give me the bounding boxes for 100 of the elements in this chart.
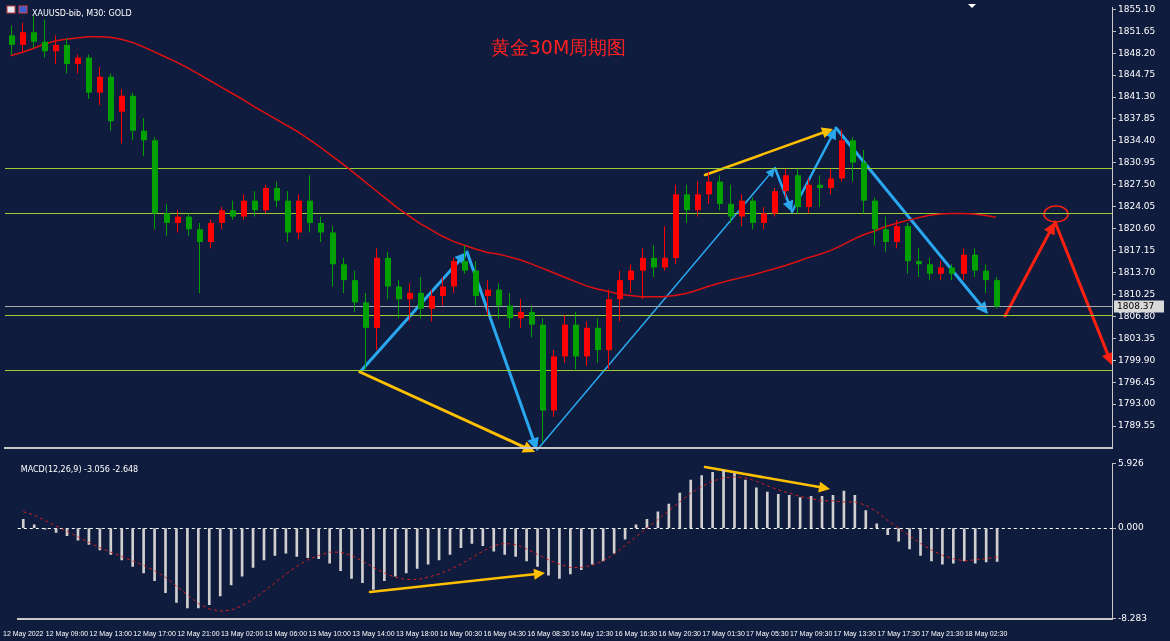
y-tick-label: 0.000	[1118, 522, 1145, 533]
bar	[492, 528, 496, 552]
candlestick	[640, 247, 646, 300]
bar	[733, 473, 736, 528]
bar	[536, 528, 539, 567]
ref-line-label: 1808.37	[1117, 300, 1155, 311]
candlestick	[706, 171, 712, 205]
y-tick-label: 1820.60	[1118, 223, 1156, 233]
candlestick	[274, 181, 280, 208]
bar	[744, 479, 747, 528]
candlestick	[341, 257, 347, 294]
y-tick-label: 1799.90	[1118, 354, 1156, 365]
candlestick	[97, 66, 103, 106]
candlestick	[651, 244, 657, 278]
y-tick-label: 1789.55	[1118, 420, 1156, 431]
candlestick	[972, 247, 978, 278]
bar	[875, 523, 879, 528]
candlestick	[518, 298, 524, 329]
bar	[590, 528, 594, 565]
bar	[207, 528, 211, 605]
candlestick	[938, 260, 944, 281]
candlestick	[529, 305, 535, 338]
y-tick-label: 1824.05	[1118, 201, 1156, 212]
candlestick	[53, 34, 59, 65]
bar	[689, 479, 693, 528]
bar	[415, 528, 419, 569]
bar	[711, 472, 714, 528]
candlestick	[307, 174, 313, 233]
candlestick	[496, 282, 502, 319]
bar	[908, 528, 911, 550]
candlestick	[396, 279, 402, 319]
candlestick	[208, 219, 214, 249]
bar	[186, 528, 189, 609]
candlestick	[164, 203, 170, 237]
candlestick	[141, 117, 147, 157]
bar	[404, 528, 408, 574]
y-tick-label: 1834.40	[1118, 135, 1156, 146]
candlestick	[883, 216, 889, 253]
y-tick-label: 1813.70	[1118, 266, 1156, 277]
bar	[164, 528, 167, 593]
candlestick	[595, 317, 601, 364]
candlestick	[662, 225, 668, 272]
candlestick	[241, 193, 247, 221]
candlestick	[806, 177, 812, 214]
candlestick	[983, 263, 989, 294]
candlestick	[761, 206, 767, 230]
bar	[393, 528, 397, 577]
y-tick-label: 5.926	[1118, 457, 1145, 468]
bar	[350, 528, 353, 579]
bar	[776, 493, 780, 528]
candlestick	[894, 219, 900, 249]
bar	[952, 528, 955, 564]
bar	[941, 528, 944, 565]
y-tick-label: 1810.25	[1118, 288, 1156, 299]
bar	[131, 528, 135, 567]
candlestick	[175, 209, 181, 233]
candlestick	[684, 184, 690, 224]
bar	[678, 492, 682, 528]
candlestick	[440, 276, 446, 307]
candlestick	[318, 216, 324, 243]
bar	[218, 528, 222, 597]
candlestick	[429, 289, 435, 322]
bar	[361, 528, 364, 584]
bar	[372, 528, 375, 590]
candlestick	[31, 15, 37, 49]
bar	[21, 519, 25, 528]
candlestick	[695, 181, 701, 218]
line-series	[22, 476, 998, 612]
y-tick-label: 1851.65	[1118, 25, 1156, 36]
bar	[109, 528, 113, 555]
bar	[317, 528, 321, 560]
bar	[503, 528, 507, 555]
bar	[328, 528, 331, 564]
candlestick	[407, 282, 413, 322]
candlestick	[352, 270, 358, 313]
bar	[864, 510, 868, 528]
bar	[973, 528, 977, 564]
candlestick	[485, 279, 491, 316]
bar	[514, 528, 517, 557]
bar	[919, 528, 922, 556]
candlestick	[75, 53, 81, 75]
bar	[897, 528, 900, 542]
bar	[547, 528, 550, 576]
candlestick	[961, 247, 967, 281]
candlestick	[64, 38, 70, 75]
candlestick	[230, 200, 236, 221]
bar	[700, 475, 703, 528]
candlestick	[772, 187, 778, 218]
bar	[295, 528, 299, 557]
text: 黄金30M周期图	[490, 36, 627, 59]
candlestick	[462, 244, 468, 275]
bar	[765, 491, 769, 528]
bar	[601, 528, 605, 562]
bar	[32, 524, 36, 528]
bar	[962, 528, 966, 562]
candlestick	[850, 136, 856, 183]
candlestick	[20, 22, 26, 52]
candlestick	[828, 168, 834, 195]
bar	[120, 528, 124, 561]
bar	[722, 469, 725, 528]
